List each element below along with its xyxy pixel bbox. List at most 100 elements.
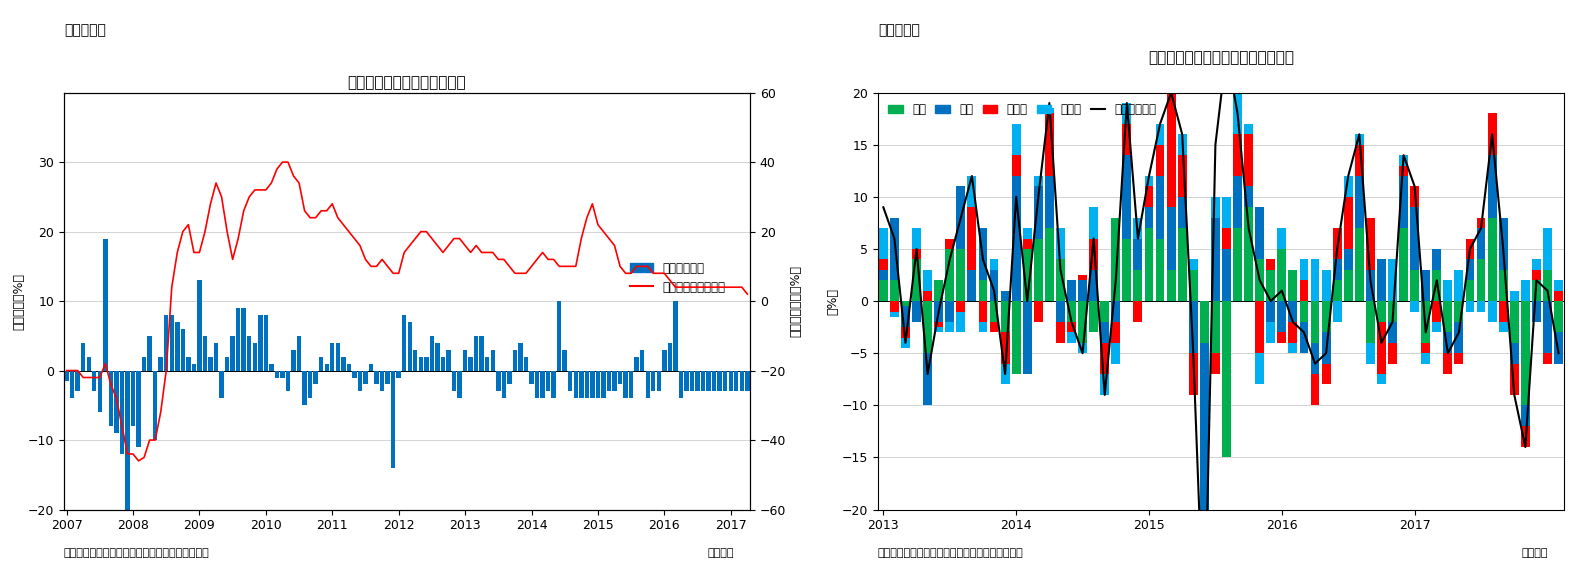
Bar <box>1100 374 1109 395</box>
Bar <box>236 308 241 371</box>
Bar <box>1034 239 1042 301</box>
Bar <box>1200 510 1208 520</box>
Bar <box>1432 249 1441 270</box>
Bar <box>956 312 966 332</box>
Bar <box>913 301 921 322</box>
Bar <box>198 280 201 371</box>
Bar <box>1555 332 1562 364</box>
Bar <box>324 364 329 371</box>
Bar <box>463 350 468 371</box>
Bar <box>1366 301 1374 343</box>
Bar <box>1277 332 1286 343</box>
Bar <box>81 343 86 371</box>
Bar <box>967 176 977 207</box>
Bar <box>1299 280 1309 301</box>
Bar <box>1310 259 1320 301</box>
Bar <box>302 371 306 405</box>
Bar <box>1012 124 1020 155</box>
Bar <box>1068 301 1076 322</box>
Bar <box>1432 301 1441 322</box>
Bar <box>1167 270 1176 301</box>
Bar <box>1088 239 1098 270</box>
Bar <box>1465 301 1475 312</box>
Bar <box>1555 301 1562 332</box>
Bar <box>1422 270 1430 301</box>
Bar <box>176 322 179 371</box>
Bar <box>452 371 456 391</box>
Bar <box>1211 301 1219 353</box>
Bar <box>718 371 721 391</box>
Bar <box>1411 207 1419 270</box>
Bar <box>618 371 622 384</box>
Bar <box>1465 259 1475 280</box>
Bar <box>1133 270 1143 301</box>
Bar <box>1023 301 1031 374</box>
Bar <box>1001 364 1010 384</box>
Bar <box>275 371 279 378</box>
Bar <box>1344 270 1353 301</box>
Bar <box>418 357 423 371</box>
Bar <box>1223 228 1231 249</box>
Bar <box>1057 259 1065 301</box>
Bar <box>1288 301 1298 322</box>
Bar <box>922 353 932 405</box>
Bar <box>1245 134 1253 186</box>
Bar <box>1100 301 1109 322</box>
Bar <box>1400 155 1408 166</box>
Bar <box>922 301 932 353</box>
Bar <box>535 371 539 398</box>
Bar <box>913 249 921 259</box>
Bar <box>1012 155 1020 176</box>
Bar <box>1234 134 1242 176</box>
Bar <box>1245 207 1253 301</box>
Bar <box>879 270 887 280</box>
Bar <box>346 364 351 371</box>
Bar <box>1156 176 1165 239</box>
Bar <box>1510 291 1519 301</box>
Bar <box>1321 364 1331 384</box>
Bar <box>1377 259 1385 301</box>
Bar <box>1355 145 1363 176</box>
Bar <box>1555 280 1562 291</box>
Bar <box>1366 270 1374 301</box>
Bar <box>358 371 362 391</box>
Bar <box>519 343 522 371</box>
Bar <box>1432 270 1441 301</box>
Bar <box>922 291 932 301</box>
Text: （図表５）: （図表５） <box>64 23 105 37</box>
Bar <box>1211 197 1219 218</box>
Bar <box>728 371 733 391</box>
Bar <box>978 228 988 280</box>
Bar <box>1254 259 1264 301</box>
Bar <box>523 357 528 371</box>
Bar <box>967 207 977 270</box>
Bar <box>1012 301 1020 374</box>
Bar <box>1321 270 1331 301</box>
Bar <box>1088 270 1098 301</box>
Bar <box>1178 134 1186 155</box>
Bar <box>1366 218 1374 270</box>
Bar <box>1266 322 1275 343</box>
Bar <box>1521 280 1529 301</box>
Bar <box>1543 270 1551 301</box>
Bar <box>1443 301 1452 332</box>
Bar <box>1355 176 1363 228</box>
Bar <box>1476 301 1486 312</box>
Bar <box>1023 239 1031 249</box>
Bar <box>1200 301 1208 343</box>
Bar <box>1111 322 1120 343</box>
Text: （資料）センサス局よりニッセイ基礎研究所作成: （資料）センサス局よりニッセイ基礎研究所作成 <box>64 548 209 558</box>
Bar <box>369 364 373 371</box>
Bar <box>1144 207 1154 228</box>
Bar <box>689 371 694 391</box>
Bar <box>1167 93 1176 207</box>
Bar <box>956 301 966 312</box>
Bar <box>602 371 605 398</box>
Bar <box>1277 301 1286 332</box>
Bar <box>1100 322 1109 343</box>
Bar <box>364 371 367 384</box>
Bar <box>247 336 252 371</box>
Bar <box>286 371 290 391</box>
Bar <box>1189 301 1197 353</box>
Bar <box>1178 228 1186 301</box>
